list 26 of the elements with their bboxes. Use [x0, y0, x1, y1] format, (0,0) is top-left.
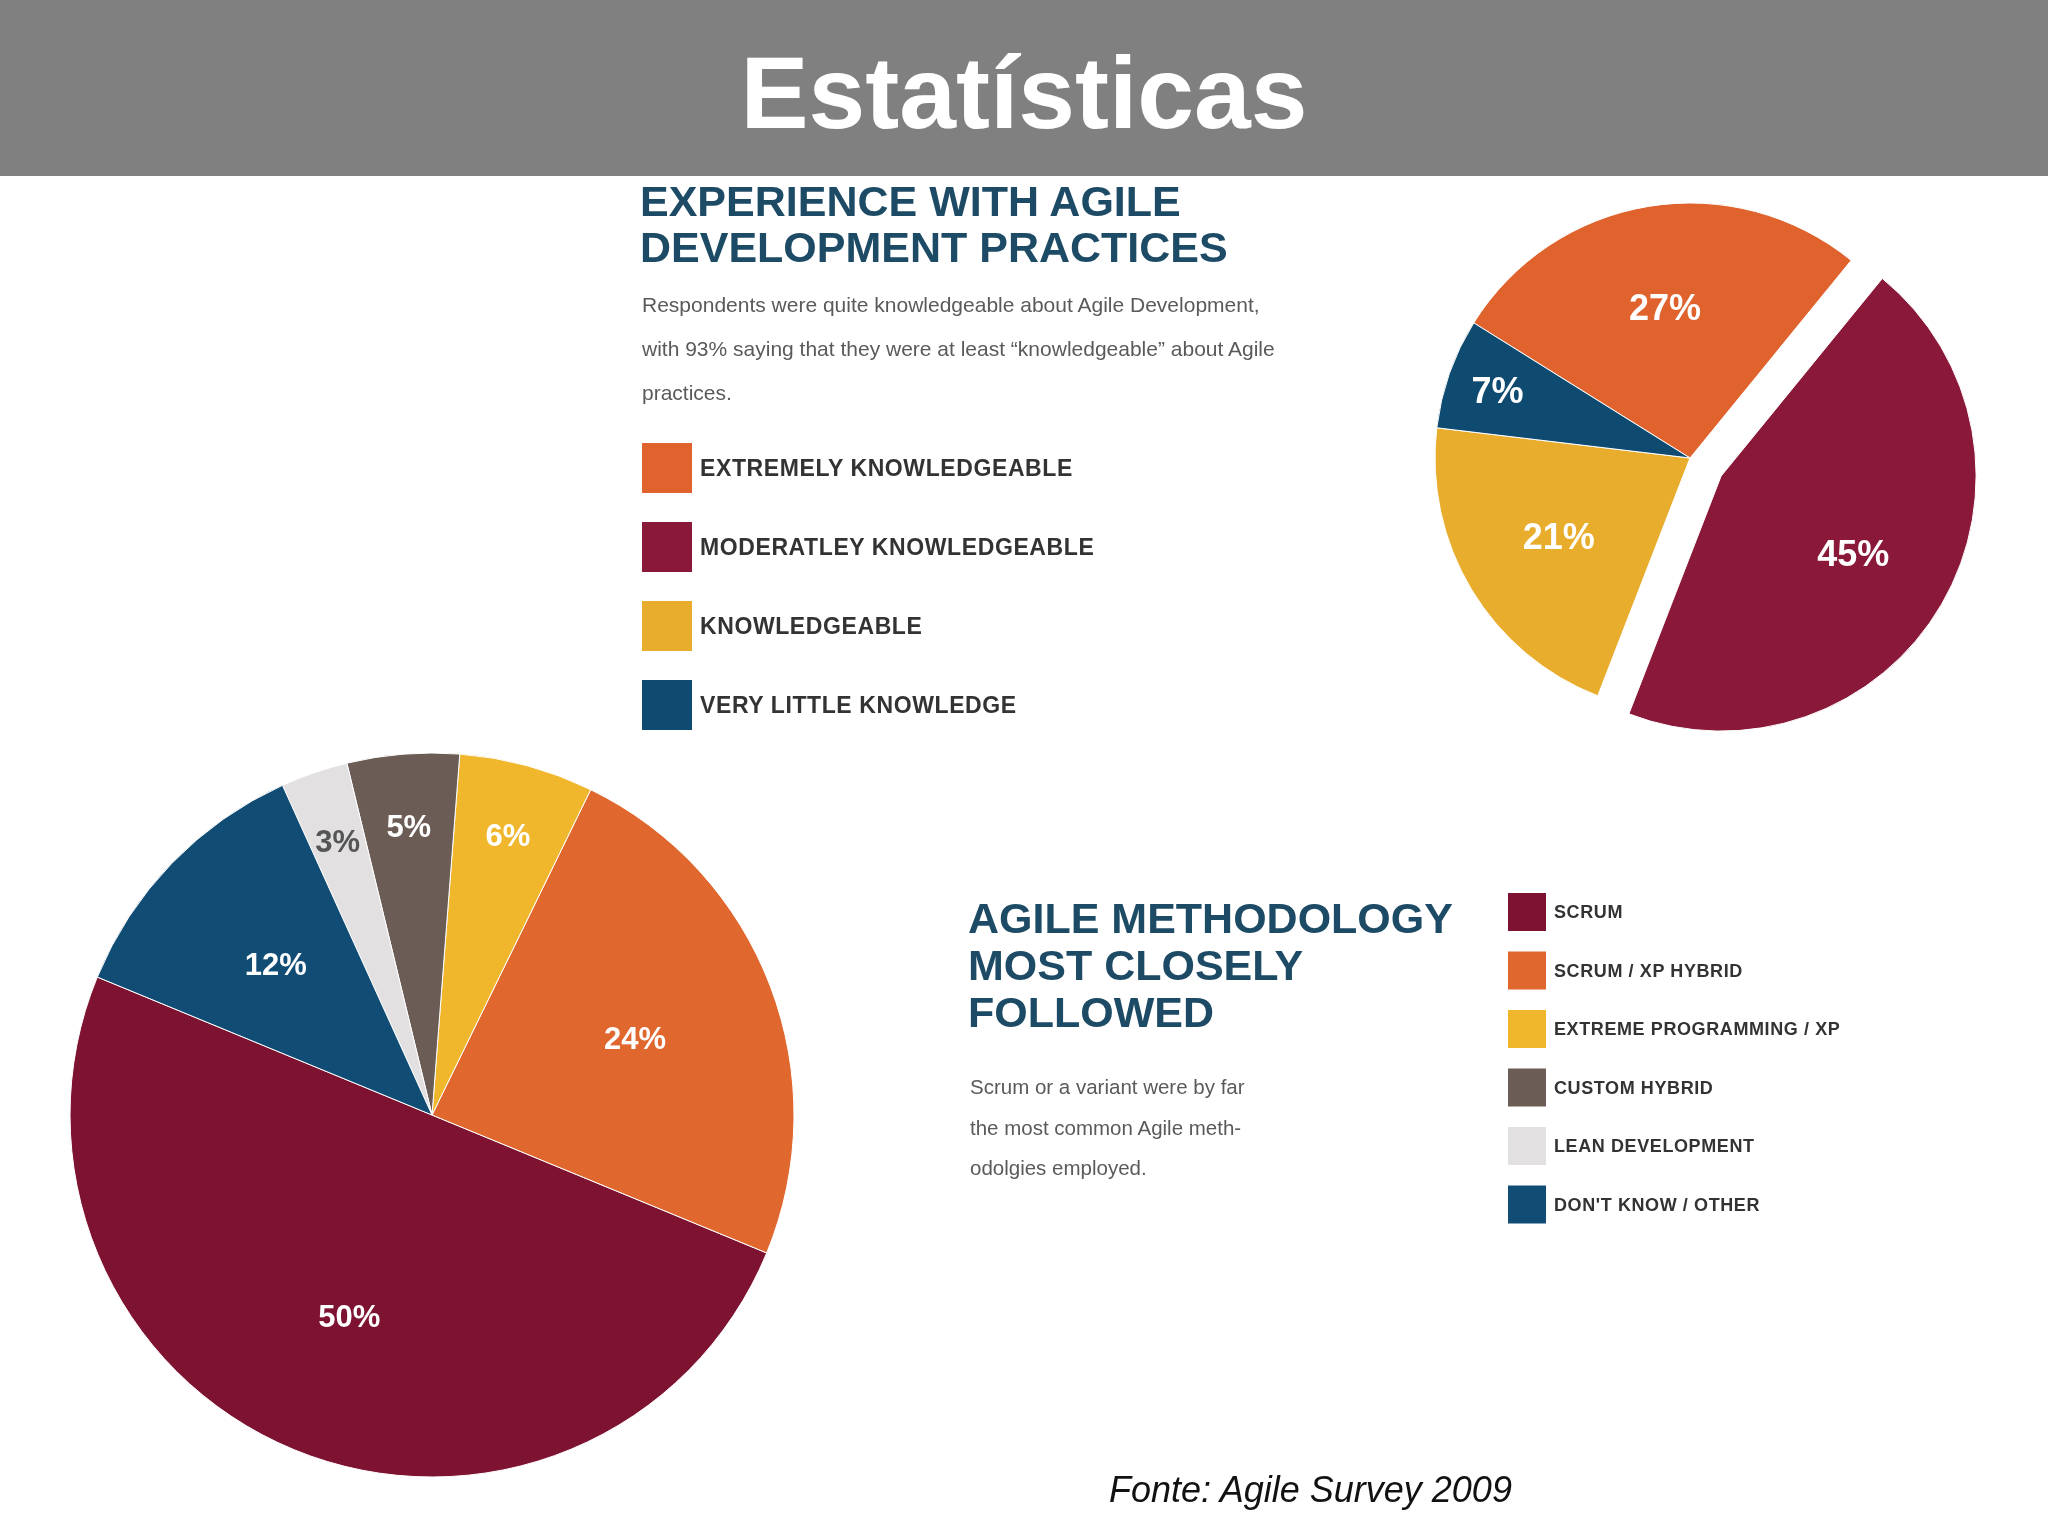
chart-title: EXPERIENCE WITH AGILE DEVELOPMENT PRACTICES: [640, 177, 1228, 271]
data-label: 50%: [318, 1298, 381, 1334]
data-label: 45%: [1817, 532, 1890, 574]
data-label: 27%: [1628, 286, 1702, 328]
text: AGILE METHODOLOGY MOST CLOSELY FOLLOWED: [968, 894, 1465, 1036]
legend-label: VERY LITTLE KNOWLEDGE: [700, 692, 1017, 719]
data-label: 3%: [315, 824, 361, 860]
data-label: 12%: [244, 946, 307, 982]
text: Estatísticas: [740, 36, 1308, 150]
data-label: 7%: [1471, 369, 1524, 411]
legend-label: DON'T KNOW / OTHER: [1554, 1194, 1761, 1215]
text: Respondents were quite knowledgeable about Agile Development, with 93% saying that they were at least “knowledgeable” about Agile practices.: [641, 293, 1281, 404]
data-label: 24%: [604, 1020, 667, 1056]
data-label: 5%: [386, 809, 432, 845]
data-label: 6%: [485, 818, 531, 854]
legend-label: SCRUM / XP HYBRID: [1554, 960, 1743, 981]
legend-label: MODERATLEY KNOWLEDGEABLE: [700, 534, 1095, 561]
text: Scrum or a variant were by far the most common Agile meth- odolgies employed.: [970, 1075, 1251, 1179]
data-label: 21%: [1522, 516, 1595, 558]
legend-label: CUSTOM HYBRID: [1554, 1077, 1714, 1098]
source-note: Fonte: Agile Survey 2009: [1109, 1469, 1512, 1510]
legend-label: EXTREME PROGRAMMING / XP: [1554, 1019, 1841, 1040]
legend-label: LEAN DEVELOPMENT: [1554, 1136, 1755, 1157]
legend-label: SCRUM: [1554, 902, 1623, 923]
legend-label: EXTREMELY KNOWLEDGEABLE: [700, 455, 1073, 482]
legend-label: KNOWLEDGEABLE: [700, 613, 923, 640]
